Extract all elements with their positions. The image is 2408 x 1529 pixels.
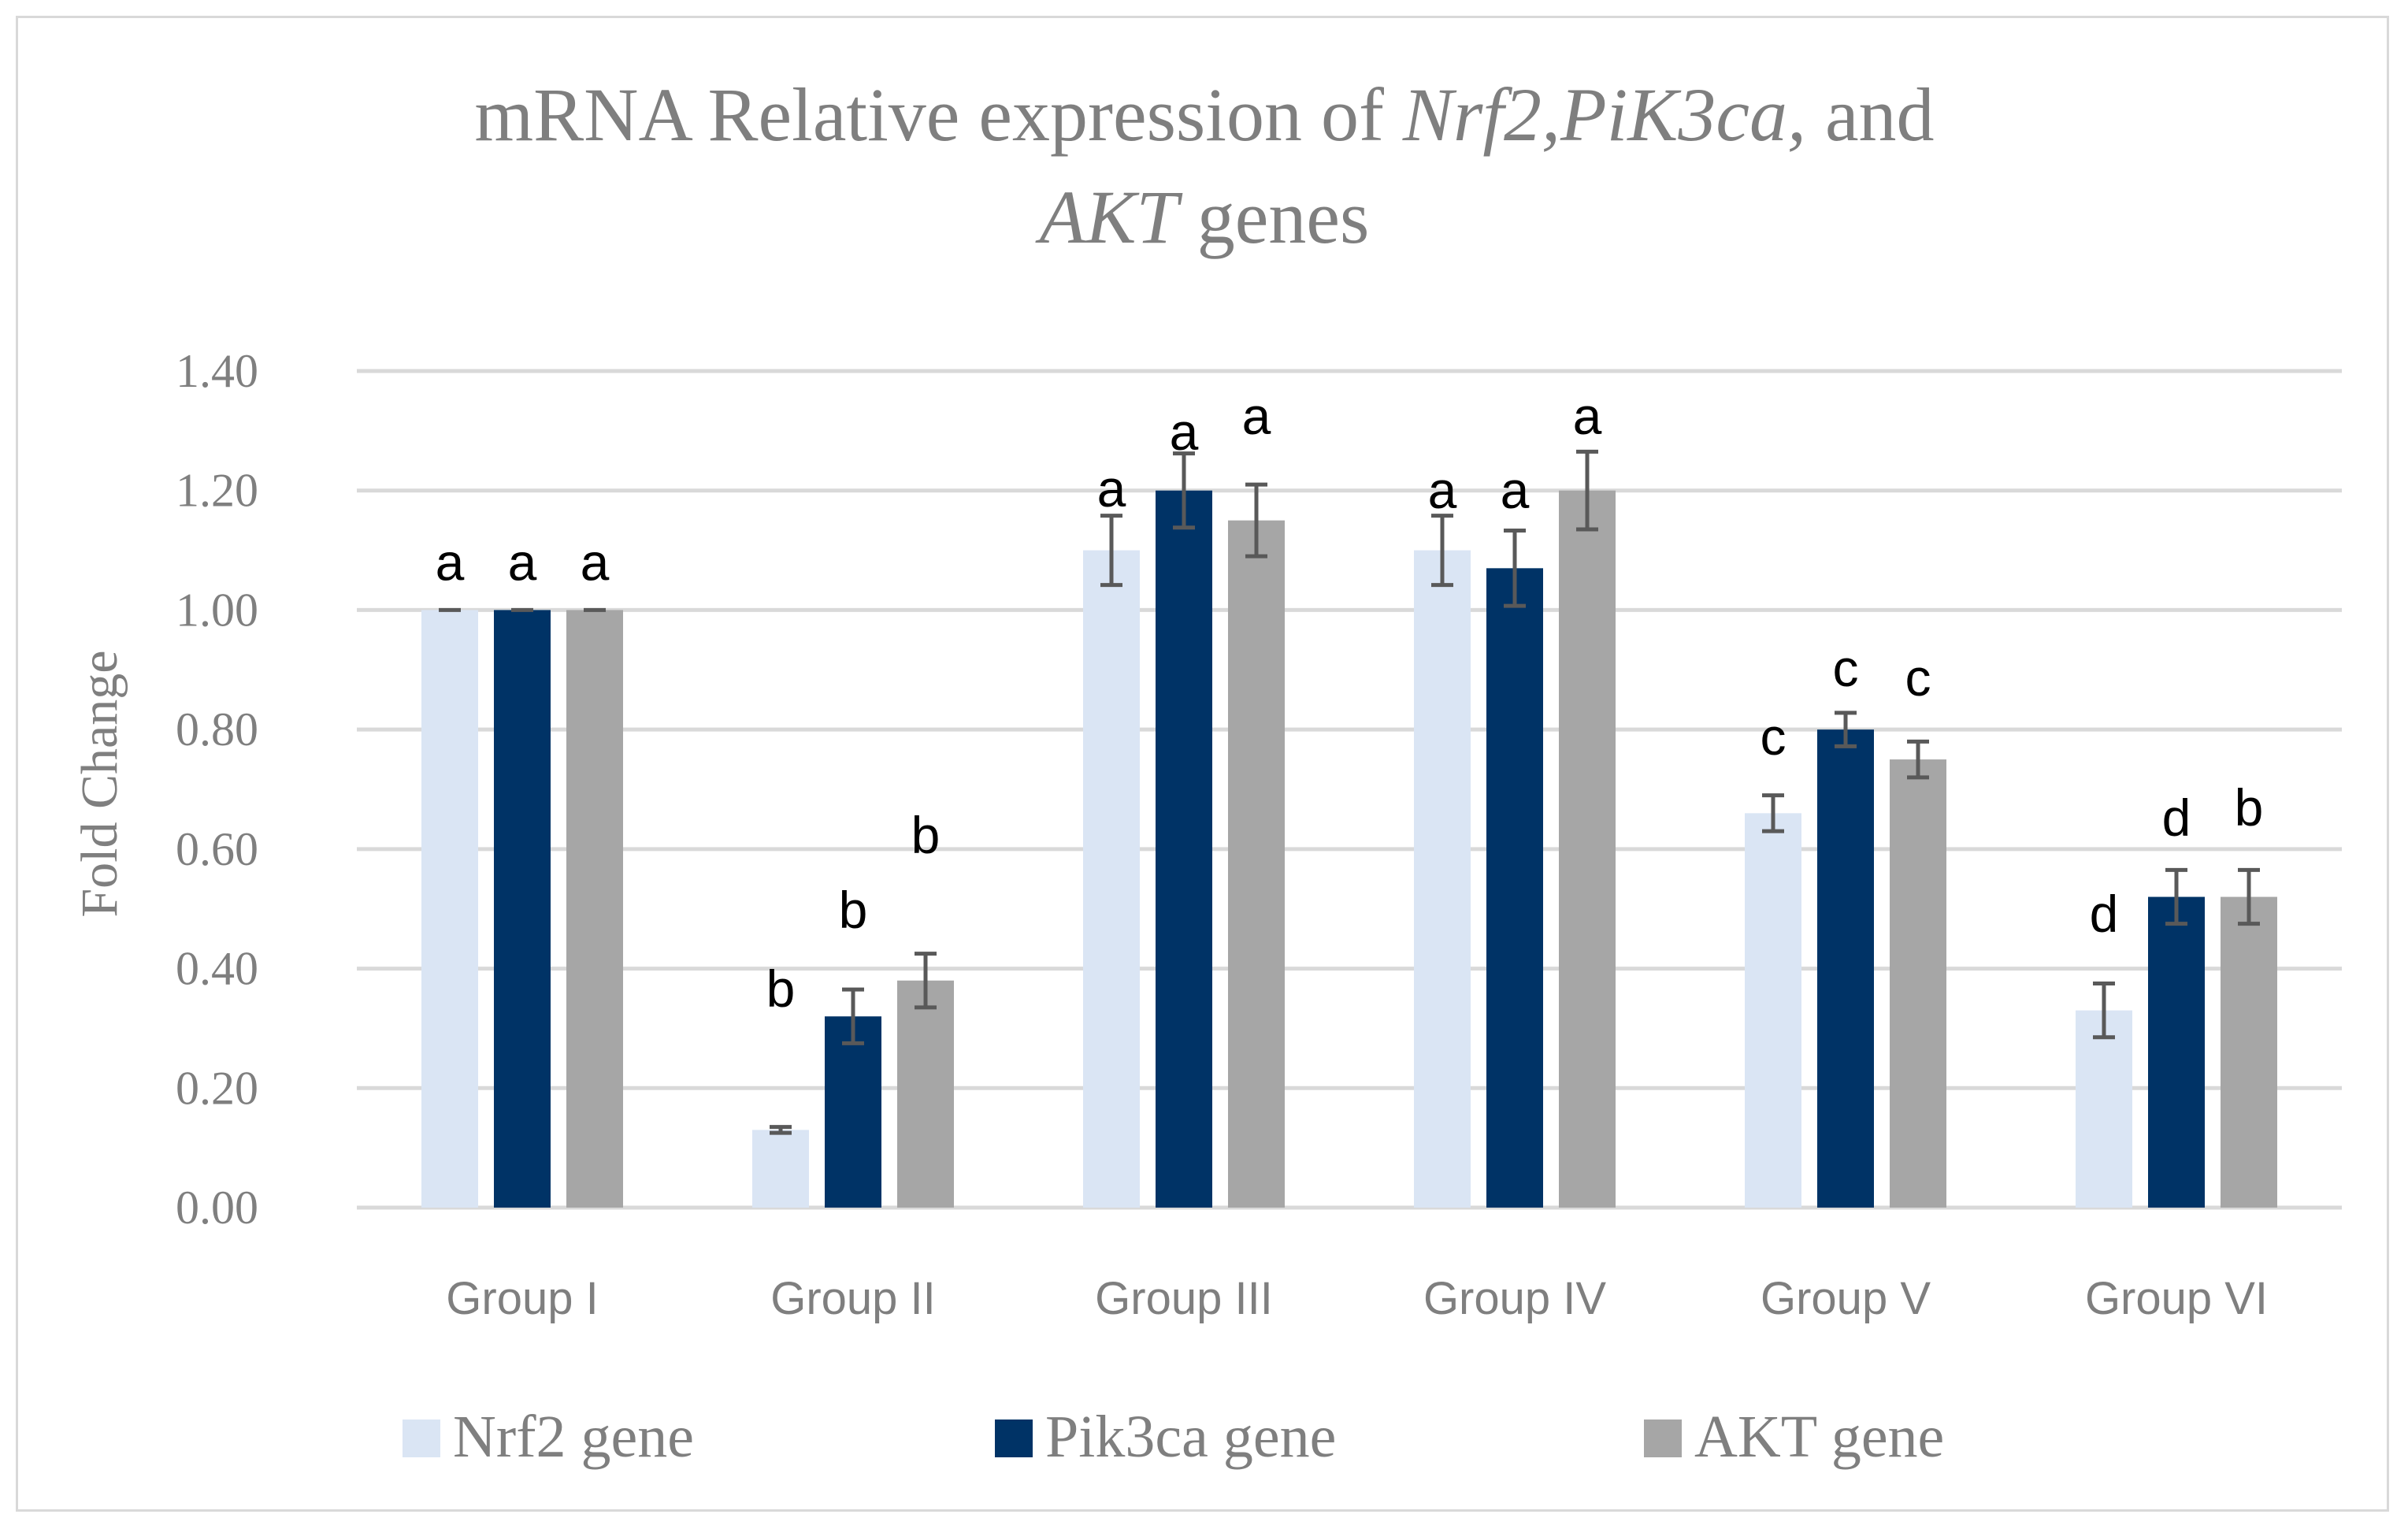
x-tick-label: Group V [1761,1273,1931,1324]
bar [566,610,623,1208]
significance-label: b [2235,778,2264,837]
legend-label: AKT gene [1694,1404,1944,1470]
significance-label: d [2090,885,2119,943]
title-segment: mRNA Relative expression of [474,72,1402,157]
bar [752,1130,809,1208]
bar [1745,813,1801,1208]
significance-label: b [911,806,941,864]
bar [2221,896,2277,1208]
chart-svg: mRNA Relative expression of Nrf2,PiK3ca,… [71,72,2342,1470]
chart-frame: mRNA Relative expression of Nrf2,PiK3ca,… [16,16,2389,1512]
bar [2076,1010,2132,1208]
y-tick-labels: 0.00 0.20 0.40 0.60 0.80 1.00 1.20 1.40 [176,345,258,1234]
bar [2148,896,2205,1208]
chart-title-line-1: mRNA Relative expression of Nrf2,PiK3ca,… [474,72,1934,157]
bar [897,980,954,1208]
title-segment: Nrf2,PiK3ca, [1402,72,1806,157]
x-tick-label: Group I [446,1273,598,1324]
x-tick-label: Group VI [2085,1273,2268,1324]
bar [825,1016,881,1208]
bar [1559,490,1616,1208]
bar [1083,550,1140,1208]
significance-label: a [1573,387,1602,445]
bar [1817,729,1874,1208]
significance-label: a [1428,461,1457,519]
y-tick-label: 0.00 [176,1182,258,1234]
legend: Nrf2 gene Pik3ca gene AKT gene [403,1404,1944,1470]
significance-label: c [1761,707,1787,766]
significance-label: a [508,533,537,591]
y-tick-label: 0.60 [176,823,258,875]
x-tick-label: Group IV [1423,1273,1606,1324]
significance-label: a [1242,387,1271,445]
y-tick-label: 0.20 [176,1062,258,1114]
error-bars [439,449,2260,1135]
bar [421,610,478,1208]
x-tick-label: Group III [1095,1273,1273,1324]
x-tick-label: Group II [770,1273,936,1324]
significance-label: c [1833,639,1859,697]
y-tick-label: 1.00 [176,584,258,636]
bar [1228,520,1285,1208]
x-tick-labels: Group I Group II Group III Group IV Group V G… [446,1273,2268,1324]
y-tick-label: 0.40 [176,943,258,995]
bar [1486,568,1543,1208]
significance-label: a [1097,459,1126,518]
y-tick-label: 1.20 [176,465,258,517]
significance-label: c [1905,648,1931,707]
legend-swatch [1644,1420,1682,1457]
chart-title-line-2: AKT genes [1035,175,1370,259]
significance-label: d [2162,789,2191,847]
title-segment: and [1806,72,1935,157]
gridlines [357,369,2342,1210]
significance-label: a [436,533,465,591]
legend-label: Nrf2 gene [453,1404,694,1470]
legend-swatch [403,1420,440,1457]
significance-label: b [766,959,796,1018]
significance-label: a [1501,461,1530,519]
significance-label: a [1170,403,1199,461]
title-segment: AKT [1035,175,1184,259]
bar [1890,759,1946,1208]
bars [421,490,2277,1208]
y-axis-label: Fold Change [71,650,128,917]
y-tick-label: 1.40 [176,345,258,397]
bar [1414,550,1471,1208]
legend-swatch [995,1420,1033,1457]
title-segment: genes [1178,175,1370,259]
significance-label: a [581,533,610,591]
y-tick-label: 0.80 [176,703,258,755]
legend-label: Pik3ca gene [1045,1404,1336,1470]
bar [1156,490,1212,1208]
significance-label: b [839,881,868,939]
bar [494,610,551,1208]
